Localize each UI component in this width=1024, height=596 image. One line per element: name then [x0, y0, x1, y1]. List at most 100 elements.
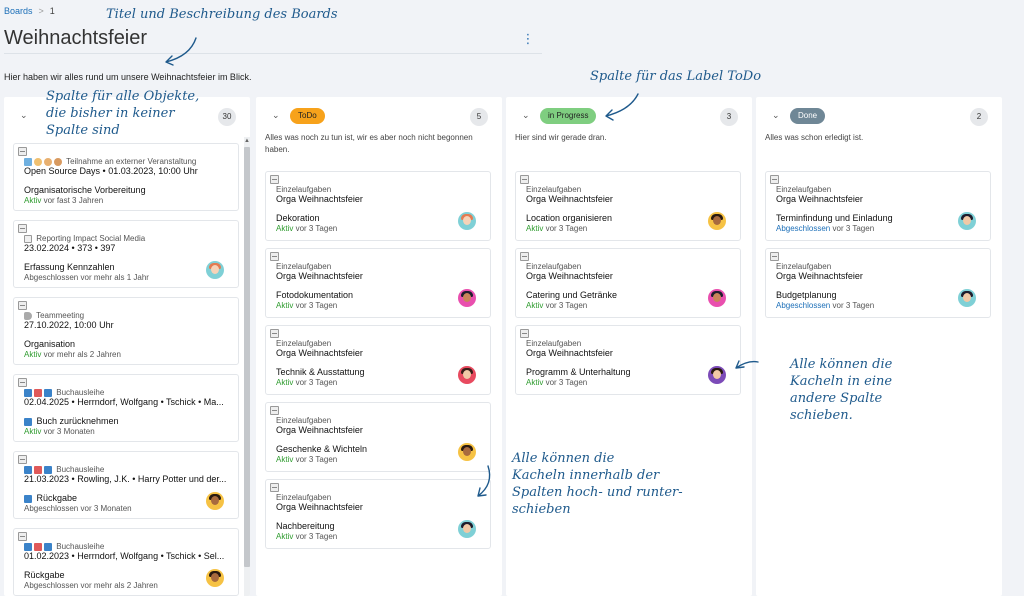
column-header: ⌄ in Progress 3 — [506, 97, 752, 133]
annotation-line: Spalten hoch- und runter- — [512, 485, 683, 500]
card-object: 23.02.2024 • 373 • 397 — [24, 243, 116, 253]
card[interactable]: Einzelaufgaben Orga Weihnachtsfeier Deko… — [265, 171, 491, 241]
avatar[interactable] — [458, 520, 476, 538]
card-type: Einzelaufgaben — [276, 416, 332, 425]
avatar[interactable] — [458, 289, 476, 307]
avatar[interactable] — [708, 289, 726, 307]
avatar[interactable] — [206, 492, 224, 510]
column-count-badge: 2 — [970, 108, 988, 126]
card[interactable]: Reporting Impact Social Media 23.02.2024… — [13, 220, 239, 288]
card[interactable]: Einzelaufgaben Orga Weihnachtsfeier Budg… — [765, 248, 991, 318]
card-task: Organisation — [24, 339, 76, 349]
chevron-down-icon[interactable]: ⌄ — [272, 110, 280, 120]
status-time: vor 3 Tagen — [293, 301, 338, 310]
status-label: Aktiv — [526, 301, 544, 310]
chart-icon — [24, 234, 32, 243]
card[interactable]: Einzelaufgaben Orga Weihnachtsfeier Gesc… — [265, 402, 491, 472]
avatar[interactable] — [958, 212, 976, 230]
task-icon — [18, 301, 27, 310]
column-count-badge: 3 — [720, 108, 738, 126]
status-label: Abgeschlossen — [24, 273, 79, 282]
chevron-down-icon[interactable]: ⌄ — [522, 110, 530, 120]
card-object: Orga Weihnachtsfeier — [526, 271, 613, 281]
breadcrumb: Boards >1 — [4, 6, 55, 16]
chevron-down-icon[interactable]: ⌄ — [20, 110, 28, 120]
card[interactable]: Einzelaufgaben Orga Weihnachtsfeier Foto… — [265, 248, 491, 318]
task-icon — [18, 532, 27, 541]
card[interactable]: Einzelaufgaben Orga Weihnachtsfeier Prog… — [515, 325, 741, 395]
column-description: Alles was schon erledigt ist. — [765, 133, 864, 142]
card-type: Einzelaufgaben — [276, 493, 332, 502]
status-time: vor 3 Tagen — [543, 301, 588, 310]
kebab-menu-icon[interactable]: ⋮ — [521, 31, 535, 46]
annotation-line: Kacheln in eine — [790, 374, 893, 389]
card[interactable]: Einzelaufgaben Orga Weihnachtsfeier Term… — [765, 171, 991, 241]
avatar[interactable] — [458, 443, 476, 461]
scroll-thumb[interactable] — [244, 147, 250, 567]
column-description: Hier sind wir gerade dran. — [515, 133, 607, 142]
task-icon — [18, 147, 27, 156]
card[interactable]: Einzelaufgaben Orga Weihnachtsfeier Tech… — [265, 325, 491, 395]
status-time: vor 3 Monaten — [41, 427, 95, 436]
card-object: Orga Weihnachtsfeier — [526, 194, 613, 204]
card[interactable]: Buchausleihe 01.02.2023 • Herrndorf, Wol… — [13, 528, 239, 596]
card[interactable]: Buchausleihe 02.04.2025 • Herrndorf, Wol… — [13, 374, 239, 442]
card-status: Abgeschlossen vor mehr als 1 Jahr — [24, 273, 149, 282]
card-type: Einzelaufgaben — [276, 185, 332, 194]
breadcrumb-boards-link[interactable]: Boards — [4, 6, 33, 16]
card-task: Rückgabe — [36, 493, 78, 503]
card-object: Orga Weihnachtsfeier — [276, 194, 363, 204]
label-badge: ToDo — [290, 108, 325, 124]
book-icons — [24, 465, 54, 475]
card[interactable]: Einzelaufgaben Orga Weihnachtsfeier Nach… — [265, 479, 491, 549]
status-time: vor 3 Tagen — [543, 378, 588, 387]
avatar[interactable] — [458, 212, 476, 230]
status-label: Abgeschlossen — [24, 581, 79, 590]
annotation-title: Titel und Beschreibung des Boards — [106, 7, 338, 22]
card-type: Einzelaufgaben — [276, 262, 332, 271]
column-header: ⌄ ToDo 5 — [256, 97, 502, 133]
chevron-down-icon[interactable]: ⌄ — [772, 110, 780, 120]
card-type: Einzelaufgaben — [776, 262, 832, 271]
card-status: Aktiv vor 3 Tagen — [276, 301, 337, 310]
card-status: Aktiv vor 3 Tagen — [526, 301, 587, 310]
status-label: Aktiv — [276, 455, 294, 464]
card-task: Fotodokumentation — [276, 290, 354, 300]
card-task: Terminfindung und Einladung — [776, 213, 893, 223]
avatar[interactable] — [708, 212, 726, 230]
card-type: Teammeeting — [36, 311, 85, 320]
avatar[interactable] — [958, 289, 976, 307]
card[interactable]: Einzelaufgaben Orga Weihnachtsfeier Loca… — [515, 171, 741, 241]
card-status: Aktiv vor 3 Tagen — [276, 224, 337, 233]
column-scrollbar[interactable]: ▲ — [244, 137, 250, 596]
avatar[interactable] — [708, 366, 726, 384]
avatar[interactable] — [206, 261, 224, 279]
column-count-badge: 5 — [470, 108, 488, 126]
card-status: Aktiv vor 3 Tagen — [276, 378, 337, 387]
annotation-line: Kacheln innerhalb der — [512, 468, 660, 483]
card-object: 02.04.2025 • Herrndorf, Wolfgang • Tschi… — [24, 397, 224, 407]
column-description: Alles was noch zu tun ist, wir es aber n… — [265, 133, 473, 154]
avatar[interactable] — [458, 366, 476, 384]
status-label: Aktiv — [526, 378, 544, 387]
avatar[interactable] — [206, 569, 224, 587]
card-object: Orga Weihnachtsfeier — [276, 425, 363, 435]
task-icon — [270, 329, 279, 338]
column-header: ⌄ 30 — [4, 97, 250, 133]
card[interactable]: Buchausleihe 21.03.2023 • Rowling, J.K. … — [13, 451, 239, 519]
card-status: Aktiv vor fast 3 Jahren — [24, 196, 103, 205]
card[interactable]: Teilnahme an externer Veranstaltung Open… — [13, 143, 239, 211]
column-unlabeled: ⌄ 30 Teilnahme an externer Veranstaltung… — [4, 97, 250, 596]
column-done: ⌄ Done 2 Alles was schon erledigt ist. E… — [756, 97, 1002, 596]
card-object: Open Source Days • 01.03.2023, 10:00 Uhr — [24, 166, 198, 176]
status-label: Abgeschlossen — [776, 224, 831, 233]
status-time: vor 3 Tagen — [293, 224, 338, 233]
card-type: Einzelaufgaben — [526, 262, 582, 271]
card[interactable]: Einzelaufgaben Orga Weihnachtsfeier Cate… — [515, 248, 741, 318]
task-icon — [270, 406, 279, 415]
card-status: Aktiv vor 3 Tagen — [276, 532, 337, 541]
annotation-line: andere Spalte — [790, 391, 883, 406]
column-in-progress: ⌄ in Progress 3 Hier sind wir gerade dra… — [506, 97, 752, 596]
card[interactable]: Teammeeting 27.10.2022, 10:00 Uhr Organi… — [13, 297, 239, 365]
scroll-up-icon[interactable]: ▲ — [244, 138, 250, 144]
